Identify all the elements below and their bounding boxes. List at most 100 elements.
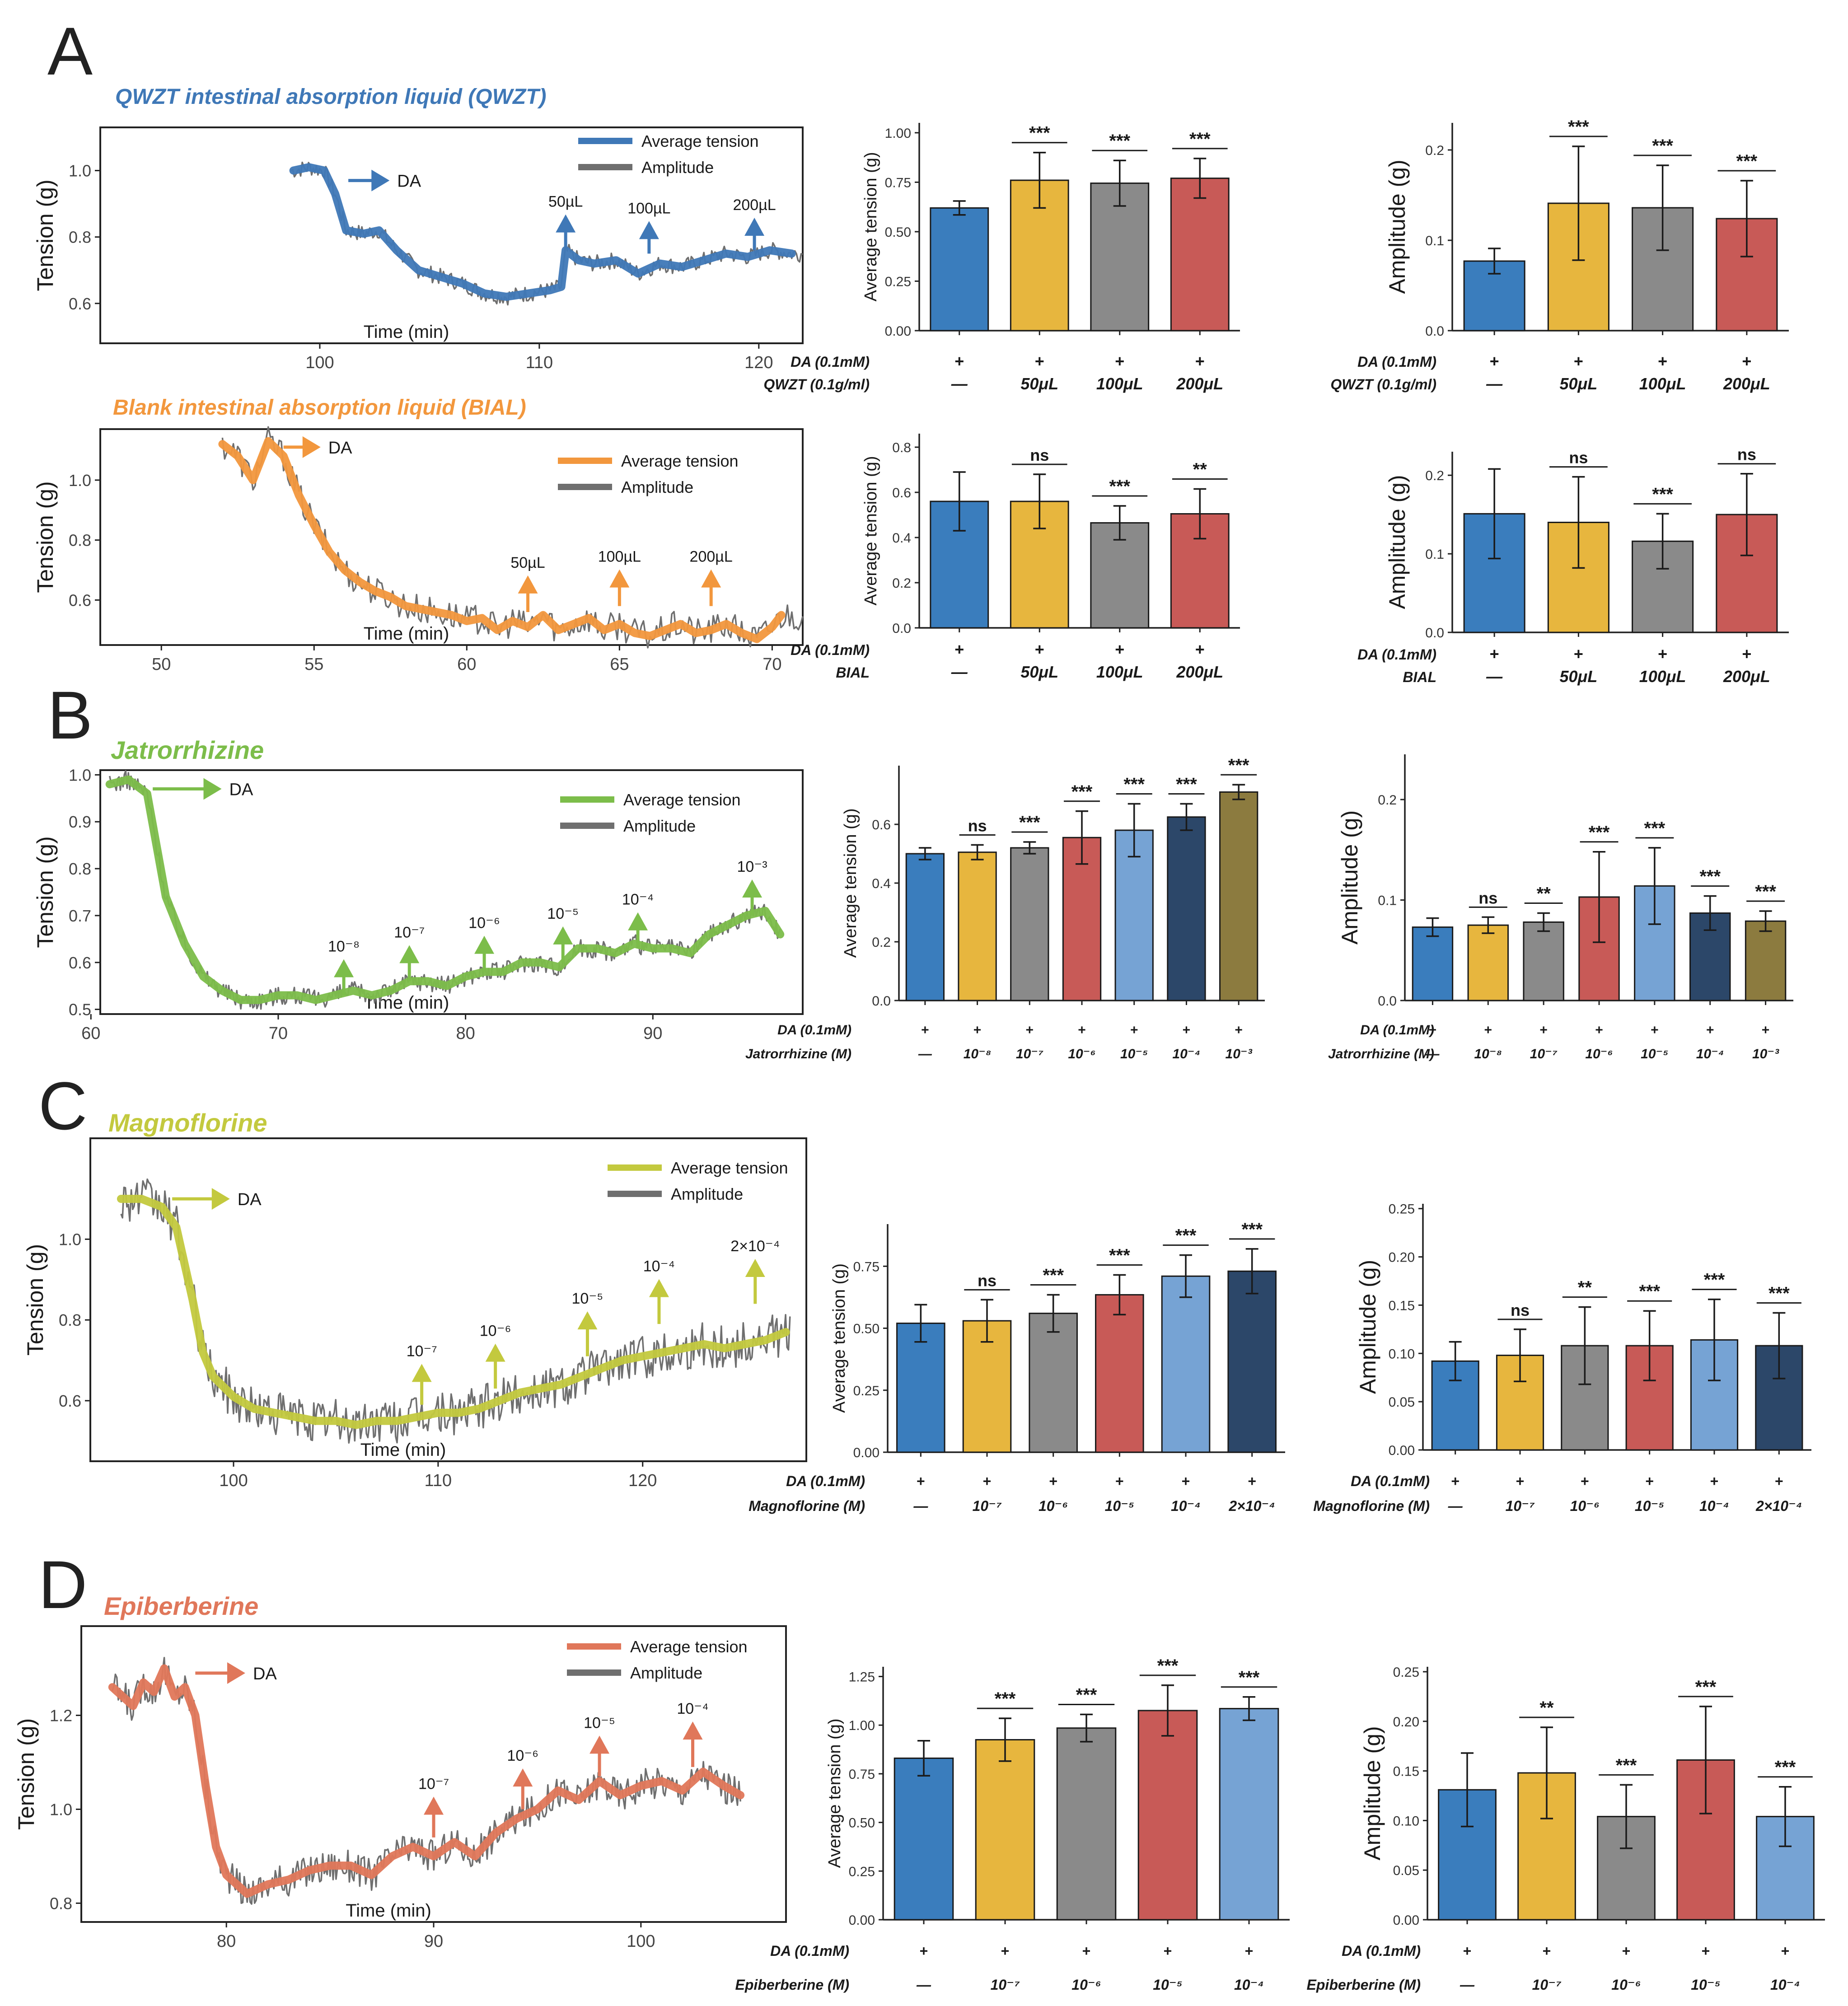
arrow-head [744,217,765,236]
treatment-dose-label: 100μL [1639,667,1686,686]
treatment-dose-label: — [913,1498,928,1514]
y-tick-label: 0.0 [1425,626,1444,641]
bar [1170,178,1230,332]
drug-arrow: 10⁻⁵ [547,905,579,963]
significance-label: *** [1239,1668,1260,1688]
y-tick-label: 1.0 [69,471,91,490]
arrow-label: 10⁻⁷ [418,1775,449,1792]
y-tick-label: 1.0 [59,1230,81,1248]
arrow-head [302,436,321,458]
arrow-label: DA [328,439,352,458]
arrow-head [609,569,630,588]
x-tick-label: 110 [526,353,553,372]
y-tick-label: 0.50 [885,225,911,240]
treatment-da-sign: + [1484,1023,1492,1038]
y-tick-label: 0.75 [853,1259,880,1274]
x-axis-label: Time (min) [346,1901,431,1921]
y-tick-label: 0.1 [1378,893,1397,908]
treatment-da-sign: + [1164,1943,1172,1959]
drug-arrow: 10⁻⁴ [677,1700,709,1767]
plot-frame [89,1137,807,1462]
treatment-da-sign: + [1651,1023,1659,1038]
bar [1412,926,1454,1001]
treatment-da-sign: + [1049,1473,1057,1489]
x-tick-label: 120 [628,1471,657,1490]
drug-arrow: 10⁻⁷ [394,924,425,982]
significance-label: ns [1030,446,1049,464]
arrow-head [683,1721,703,1740]
x-tick-label: 80 [456,1024,475,1043]
arrow-head [399,945,420,963]
x-tick-label: 110 [425,1471,452,1490]
treatment-da-sign: + [1574,352,1583,370]
drug-arrow: DA [283,436,352,458]
arrow-label: 10⁻⁵ [547,905,579,922]
significance-label: *** [1071,782,1093,802]
y-axis-label: Average tension (g) [861,456,880,606]
average-tension-line [218,437,786,643]
row-label-compound: Epiberberine (M) [735,1977,849,1993]
panel-letter-c: C [38,1068,87,1144]
significance-label: ** [1193,460,1207,480]
bar [1745,920,1787,1001]
treatment-dose-label: 10⁻³ [1752,1047,1779,1061]
row-label-compound: Jatrorrhizine (M) [1328,1047,1434,1061]
treatment-dose-label: 10⁻⁸ [964,1047,992,1061]
treatment-da-sign: + [1574,645,1583,663]
bar-chart-a1m: 0.00 0.25 0.50 0.75 1.00 Average tension (g) +… [763,123,1240,393]
y-tick-label: 0.25 [849,1864,875,1879]
y-tick-label: 0.00 [853,1445,880,1460]
average-tension-line [117,1195,790,1429]
chart-title: Epiberberine [104,1592,258,1620]
panel-letter-b: B [47,677,93,753]
drug-arrow: 100µL [598,548,641,606]
y-tick-label: 0.25 [853,1384,880,1398]
treatment-da-sign: + [1622,1943,1631,1959]
significance-label: *** [1644,818,1666,838]
bar-chart-a1a: 0.0 0.1 0.2 Amplitude (g) + — *** +50μL *** +100μ… [1330,117,1789,393]
line-chart-c1: Magnoflorine 100 110 120 0.6 0.8 1.0 Time (min)… [23,1108,807,1490]
legend-label-amplitude: Amplitude [630,1664,702,1682]
treatment-da-sign: + [920,1943,928,1959]
plot-frame [99,126,804,344]
y-tick-label: 0.8 [69,228,91,247]
y-tick-label: 0.10 [1389,1347,1415,1361]
row-label-da: DA (0.1mM) [1342,1943,1421,1959]
treatment-dose-label: — [1486,374,1503,393]
treatment-dose-label: 10⁻³ [1226,1047,1253,1061]
significance-label: ns [1569,449,1588,467]
y-tick-label: 0.20 [1393,1715,1419,1730]
significance-label: *** [1755,882,1776,902]
y-tick-label: 0.6 [59,1392,81,1410]
treatment-dose-label: 10⁻⁸ [1474,1047,1502,1061]
y-tick-label: 0.0 [892,621,911,636]
treatment-dose-label: 100μL [1096,374,1143,393]
plot-frame [99,769,804,1015]
bar [958,851,997,1001]
bar [1219,1708,1279,1921]
treatment-da-sign: + [1195,640,1205,659]
treatment-da-sign: + [1658,645,1667,663]
treatment-da-sign: + [1195,352,1205,370]
bar [1523,921,1564,1001]
y-tick-label: 0.7 [69,907,91,925]
arrow-label: 50µL [548,193,583,210]
x-axis-label: Time (min) [364,624,449,644]
average-tension-line [289,163,796,301]
significance-label: ** [1578,1278,1592,1298]
significance-label: ** [1537,884,1551,903]
bar-chart-d1a: 0.00 0.05 0.10 0.15 0.20 0.25 Amplitude (g) + — *… [1307,1665,1825,1993]
significance-label: ns [968,817,987,835]
treatment-da-sign: + [1658,352,1667,370]
arrow-head [649,1279,669,1297]
x-tick-label: 100 [219,1471,248,1490]
y-axis-label: Average tension (g) [825,1719,844,1868]
row-label-da: DA (0.1mM) [1360,1023,1434,1038]
treatment-dose-label: 10⁻⁶ [1039,1498,1068,1514]
treatment-dose-label: 10⁻⁴ [1171,1498,1201,1514]
significance-label: *** [1109,131,1130,151]
y-tick-label: 0.25 [885,274,911,289]
row-label-da: DA (0.1mM) [1351,1473,1430,1489]
treatment-da-sign: + [1539,1023,1548,1038]
y-axis-label: Amplitude (g) [1385,159,1410,294]
